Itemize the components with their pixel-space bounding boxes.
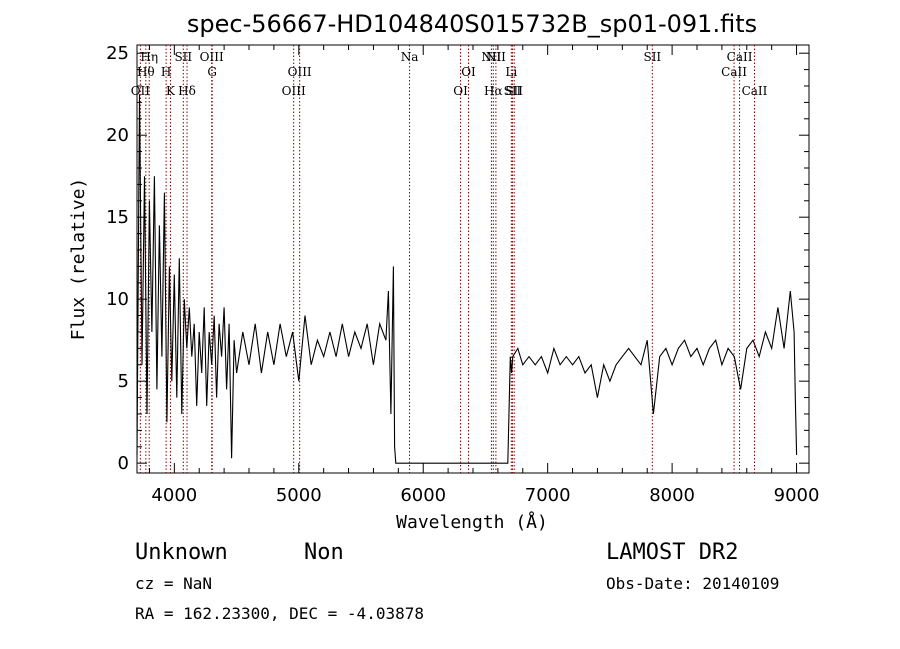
y-tick-label: 5	[118, 371, 129, 392]
x-tick-label: 6000	[400, 485, 446, 506]
observation-date: Obs-Date: 20140109	[606, 574, 779, 593]
spectral-line-label: SII	[505, 84, 523, 98]
spectral-line-label: NII	[486, 50, 506, 64]
spectral-line-label: G	[207, 65, 217, 79]
flux-series	[136, 94, 798, 464]
spectral-line-label: CaII	[721, 65, 747, 79]
spectral-line-label: NII	[481, 50, 501, 64]
spectral-line-label: OI	[461, 65, 476, 79]
spectral-line-labels: OIIHθHηHKSIIHδOIIIGOIIIOIIINaOIOINIIHαNI…	[131, 50, 768, 98]
spectral-line-label: Hθ	[137, 65, 155, 79]
object-class: Non	[304, 540, 344, 565]
redshift-cz: cz = NaN	[135, 574, 212, 593]
spectral-line-label: Li	[505, 65, 517, 79]
y-tick-label: 20	[106, 125, 129, 146]
spectral-line-label: SII	[504, 84, 522, 98]
spectral-line-label: OIII	[200, 50, 224, 64]
plot-area: OIIHθHηHKSIIHδOIIIGOIIIOIIINaOIOINIIHαNI…	[106, 43, 819, 506]
plot-frame	[136, 44, 810, 474]
x-tick-label: 5000	[276, 485, 322, 506]
spectral-line-markers	[139, 45, 755, 473]
y-tick-label: 15	[106, 207, 129, 228]
coordinates: RA = 162.23300, DEC = -4.03878	[135, 604, 424, 623]
chart-title: spec-56667-HD104840S015732B_sp01-091.fit…	[187, 10, 757, 38]
spectral-line-label: OI	[453, 84, 468, 98]
axis-ticks: 4000 5000 6000 7000 8000 9000 0 5 10 15 20 25	[106, 43, 819, 506]
y-tick-label: 25	[106, 43, 129, 64]
survey-name: LAMOST DR2	[606, 540, 738, 565]
spectral-line-label: OIII	[288, 65, 312, 79]
spectral-line-label: OIII	[282, 84, 306, 98]
spectral-line-label: CaII	[727, 50, 753, 64]
spectral-line-label: H	[161, 65, 171, 79]
y-tick-label: 10	[106, 289, 129, 310]
spectral-line-label: SII	[643, 50, 661, 64]
spectral-line-label: OII	[131, 84, 151, 98]
spectral-line-label: CaII	[742, 84, 768, 98]
object-name: Unknown	[135, 540, 228, 565]
flux-series-line	[136, 94, 798, 464]
x-axis-label: Wavelength (Å)	[396, 511, 548, 533]
spectral-line-label: SII	[174, 50, 192, 64]
spectral-line-label: Na	[401, 50, 419, 64]
y-axis-label: Flux (relative)	[68, 178, 89, 341]
x-tick-label: 9000	[774, 485, 820, 506]
y-tick-label: 0	[118, 453, 129, 474]
spectral-line-label: Hα	[484, 84, 503, 98]
spectral-line-label: Hη	[140, 50, 158, 64]
x-tick-label: 4000	[151, 485, 197, 506]
spectral-line-label: Hδ	[178, 84, 196, 98]
x-tick-label: 8000	[649, 485, 695, 506]
spectral-line-label: K	[166, 84, 176, 98]
x-tick-label: 7000	[525, 485, 571, 506]
